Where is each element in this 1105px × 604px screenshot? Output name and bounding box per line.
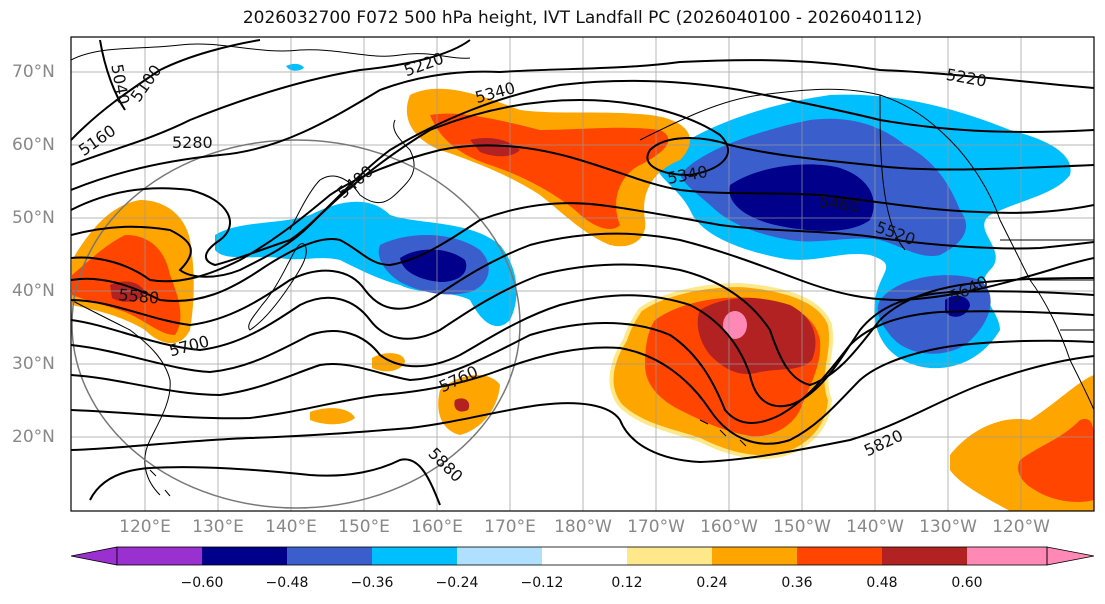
contour-5820 (71, 355, 1094, 464)
positive-anomaly-peak (723, 311, 747, 339)
contour-5220 (71, 59, 1094, 191)
colorbar (70, 546, 1095, 566)
contour-5280 (71, 79, 1094, 267)
contour-label: 5280 (172, 133, 213, 152)
lat-label: 40°N (12, 281, 55, 301)
contour-5520 (71, 232, 1094, 327)
positive-anomaly-small-2 (310, 408, 355, 425)
map-frame (70, 36, 1095, 512)
colorbar-bin (287, 547, 372, 565)
colorbar-tick-label: −0.48 (265, 575, 309, 591)
contour-5700 (71, 310, 1094, 424)
lon-label: 160°W (700, 517, 758, 537)
colorbar-bin (372, 547, 457, 565)
contour-5640 (71, 290, 1094, 408)
colorbar-tick-label: −0.12 (520, 575, 564, 591)
colorbar-tick-label: −0.24 (435, 575, 479, 591)
lat-label: 30°N (12, 354, 55, 374)
colorbar-tick-label: 0.24 (696, 575, 728, 591)
colorbar-tick-label: 0.36 (781, 575, 813, 591)
lat-label: 20°N (12, 427, 55, 447)
coastlines (71, 43, 1094, 497)
contour-5040 (99, 39, 126, 111)
lon-label: 140°W (846, 517, 904, 537)
contour-5580 (71, 263, 1094, 387)
contour-5760 (71, 339, 1094, 445)
contour-5460 (71, 202, 1094, 302)
colorbar-tick-label: 0.60 (951, 575, 983, 591)
lon-label: 130°W (919, 517, 977, 537)
lon-label: 170°E (484, 517, 536, 537)
colorbar-bin (117, 547, 202, 565)
contour-5880 (89, 458, 441, 506)
lon-label: 140°E (265, 517, 317, 537)
lon-label: 180°W (554, 517, 612, 537)
colorbar-frame (116, 546, 1048, 566)
height-contours (71, 39, 1094, 506)
colorbar-bin (542, 547, 627, 565)
contour-5400 (71, 144, 1094, 283)
landfall-radius-circle (71, 139, 521, 509)
negative-anomaly-hawaii-ne (877, 275, 991, 354)
lon-label: 150°E (338, 517, 390, 537)
colorbar-bin (202, 547, 287, 565)
lon-label: 170°W (627, 517, 685, 537)
positive-anomaly-bering-core (470, 138, 520, 157)
contour-5160 (71, 39, 471, 166)
positive-anomaly-southeast-mid (1018, 419, 1094, 502)
ivt-shading (72, 63, 1094, 511)
colorbar-bin (882, 547, 967, 565)
lat-label: 60°N (12, 135, 55, 155)
colorbar-tick-label: −0.36 (350, 575, 394, 591)
negative-anomaly-japan (215, 201, 517, 327)
lon-label: 130°E (192, 517, 244, 537)
lat-label: 70°N (12, 62, 55, 82)
colorbar-bin (712, 547, 797, 565)
positive-anomaly-small-1-core (454, 398, 470, 412)
lon-label: 120°W (992, 517, 1050, 537)
colorbar-bin (797, 547, 882, 565)
colorbar-bin (627, 547, 712, 565)
colorbar-extend-low (70, 546, 118, 566)
lon-label: 150°W (773, 517, 831, 537)
positive-anomaly-china-core (110, 281, 145, 302)
lon-label: 160°E (411, 517, 463, 537)
colorbar-tick-label: 0.12 (611, 575, 643, 591)
colorbar-extend-high (1046, 546, 1095, 566)
colorbar-bin (967, 547, 1047, 565)
colorbar-bin (457, 547, 542, 565)
map-title: 2026032700 F072 500 hPa height, IVT Land… (242, 8, 923, 28)
contour-5100 (71, 39, 261, 141)
lon-label: 120°E (119, 517, 171, 537)
contour-label: 5580 (118, 285, 160, 307)
colorbar-tick-label: 0.48 (866, 575, 898, 591)
lat-label: 50°N (12, 208, 55, 228)
positive-anomaly-small-3 (372, 353, 405, 372)
colorbar-tick-label: −0.60 (180, 575, 224, 591)
contour-5340 (71, 98, 1094, 278)
